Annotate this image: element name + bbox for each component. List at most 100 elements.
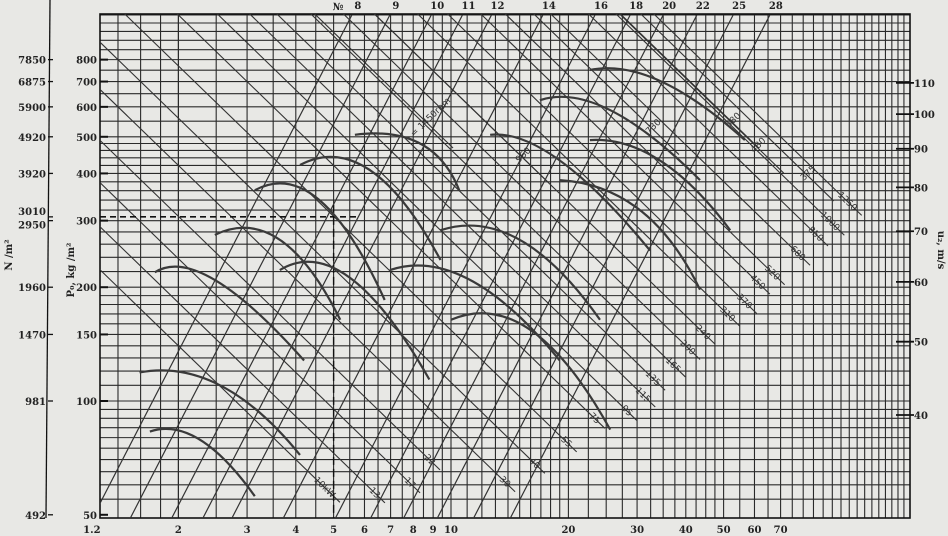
power-line-label: 680: [788, 244, 808, 263]
power-line-label: 520: [762, 264, 782, 283]
power-line: [100, 41, 546, 474]
speed-line-label: 580: [724, 111, 744, 130]
y-tick-label: 100: [76, 397, 97, 408]
power-line: [416, 14, 741, 327]
fan-size-label: 16: [594, 1, 608, 12]
fan-size-line: [472, 14, 734, 518]
performance-curve: [254, 182, 386, 301]
power-line-label: 40: [526, 456, 541, 471]
x-tick-label: 4: [292, 525, 299, 536]
power-line-label: 165: [663, 356, 682, 375]
performance-curve: [589, 67, 746, 141]
y-tick-label: 600: [76, 103, 97, 114]
fan-size-label: 11: [461, 1, 475, 12]
power-line: [100, 139, 441, 471]
speed-line-label: 375: [799, 164, 818, 183]
fan-size-line: [334, 14, 596, 518]
x-tick-label: 6: [361, 525, 368, 536]
secondary-y-tick-label: 2950: [18, 221, 46, 232]
x-tick-label: 30: [630, 525, 644, 536]
x-tick-label: 20: [561, 525, 575, 536]
right-y-tick-label: 40: [914, 411, 928, 422]
fan-size-label: 20: [662, 1, 676, 12]
right-y-tick-label: 100: [914, 110, 935, 121]
x-tick-label: 9: [430, 525, 437, 536]
speed-line: [619, 14, 760, 149]
right-y-tick-label: 60: [914, 278, 928, 289]
secondary-y-tick-label: 5900: [18, 103, 46, 114]
x-tick-label: 70: [774, 525, 788, 536]
fan-size-line: [369, 14, 631, 518]
performance-curve: [559, 179, 702, 291]
fan-size-label: 8: [354, 1, 361, 12]
power-line-label: 850: [806, 225, 826, 244]
fan-size-label: 28: [769, 1, 783, 12]
power-line-label: 200: [678, 339, 698, 358]
right-y-tick-label: 90: [914, 145, 928, 156]
x-tick-label: 1.2: [83, 525, 100, 536]
power-line: [615, 14, 845, 236]
axes: 8 9 10 11 12 14 16 18 20 22 25 28 1.2 2 3 4 5 6 7 8 9 10 20 30 4…: [18, 0, 935, 536]
power-line: [480, 14, 771, 295]
power-line-label: 17: [402, 476, 417, 491]
fan-size-label: 10: [430, 1, 444, 12]
secondary-y-axis-label: N /m²: [4, 239, 15, 270]
x-tick-label: 7: [387, 525, 394, 536]
power-line: [504, 14, 786, 286]
performance-curve: [589, 138, 732, 231]
power-line-label: 310: [717, 305, 737, 324]
x-tick-label: 2: [175, 525, 182, 536]
fan-size-line: [403, 14, 664, 518]
x-tick-label: 50: [717, 525, 731, 536]
power-line: [342, 14, 701, 360]
fan-size-line: [129, 14, 391, 518]
secondary-axis-line: [45, 0, 51, 519]
x-tick-label: 40: [679, 525, 693, 536]
power-line: [100, 181, 421, 494]
secondary-y-tick-label: 1470: [18, 330, 46, 341]
fan-size-label: 9: [392, 1, 399, 12]
right-y-tick-label: 70: [914, 227, 928, 238]
secondary-y-tick-label: 1960: [18, 283, 46, 294]
secondary-y-tick-label: 492: [25, 511, 46, 522]
fan-size-prefix: №: [333, 2, 344, 13]
right-y-axis-label: u₂, m/s: [935, 231, 946, 270]
y-tick-label: 700: [76, 78, 97, 89]
power-line-label: 115: [633, 386, 652, 405]
performance-curve: [450, 312, 612, 431]
y-tick-label: 800: [76, 56, 97, 67]
performance-curve: [154, 265, 305, 362]
fan-size-line: [509, 14, 771, 518]
power-line: [310, 14, 686, 378]
power-line: [176, 14, 606, 429]
speed-line: [618, 14, 785, 174]
power-line: [100, 225, 386, 504]
fan-size-line: [282, 14, 544, 518]
x-tick-label: 3: [244, 525, 251, 536]
power-line: [216, 14, 638, 422]
power-line: [100, 88, 516, 493]
fan-size-label: 18: [629, 1, 643, 12]
performance-curve: [440, 224, 601, 321]
power-line-label: 450: [747, 273, 767, 292]
performance-curve: [539, 95, 701, 181]
secondary-y-tick-label: 981: [25, 397, 46, 408]
fan-size-label: 14: [542, 1, 556, 12]
secondary-y-tick-label: 6875: [18, 78, 46, 89]
performance-curve: [299, 155, 442, 261]
y-tick-label: 500: [76, 133, 97, 144]
speed-line: [373, 14, 550, 184]
speed-line: [640, 14, 835, 202]
fan-size-label: 22: [696, 1, 710, 12]
fan-size-label: 25: [732, 1, 746, 12]
fan-size-label: 12: [491, 1, 505, 12]
right-y-tick-label: 110: [914, 79, 935, 90]
x-tick-label: 60: [748, 525, 762, 536]
y-axis-label: P₀, kg /m²: [66, 243, 77, 298]
fan-size-line: [202, 14, 463, 518]
right-y-tick-label: 50: [914, 338, 928, 349]
secondary-y-tick-label: 4920: [18, 133, 46, 144]
x-tick-label: 8: [410, 525, 417, 536]
power-line-label: 95: [619, 404, 634, 419]
